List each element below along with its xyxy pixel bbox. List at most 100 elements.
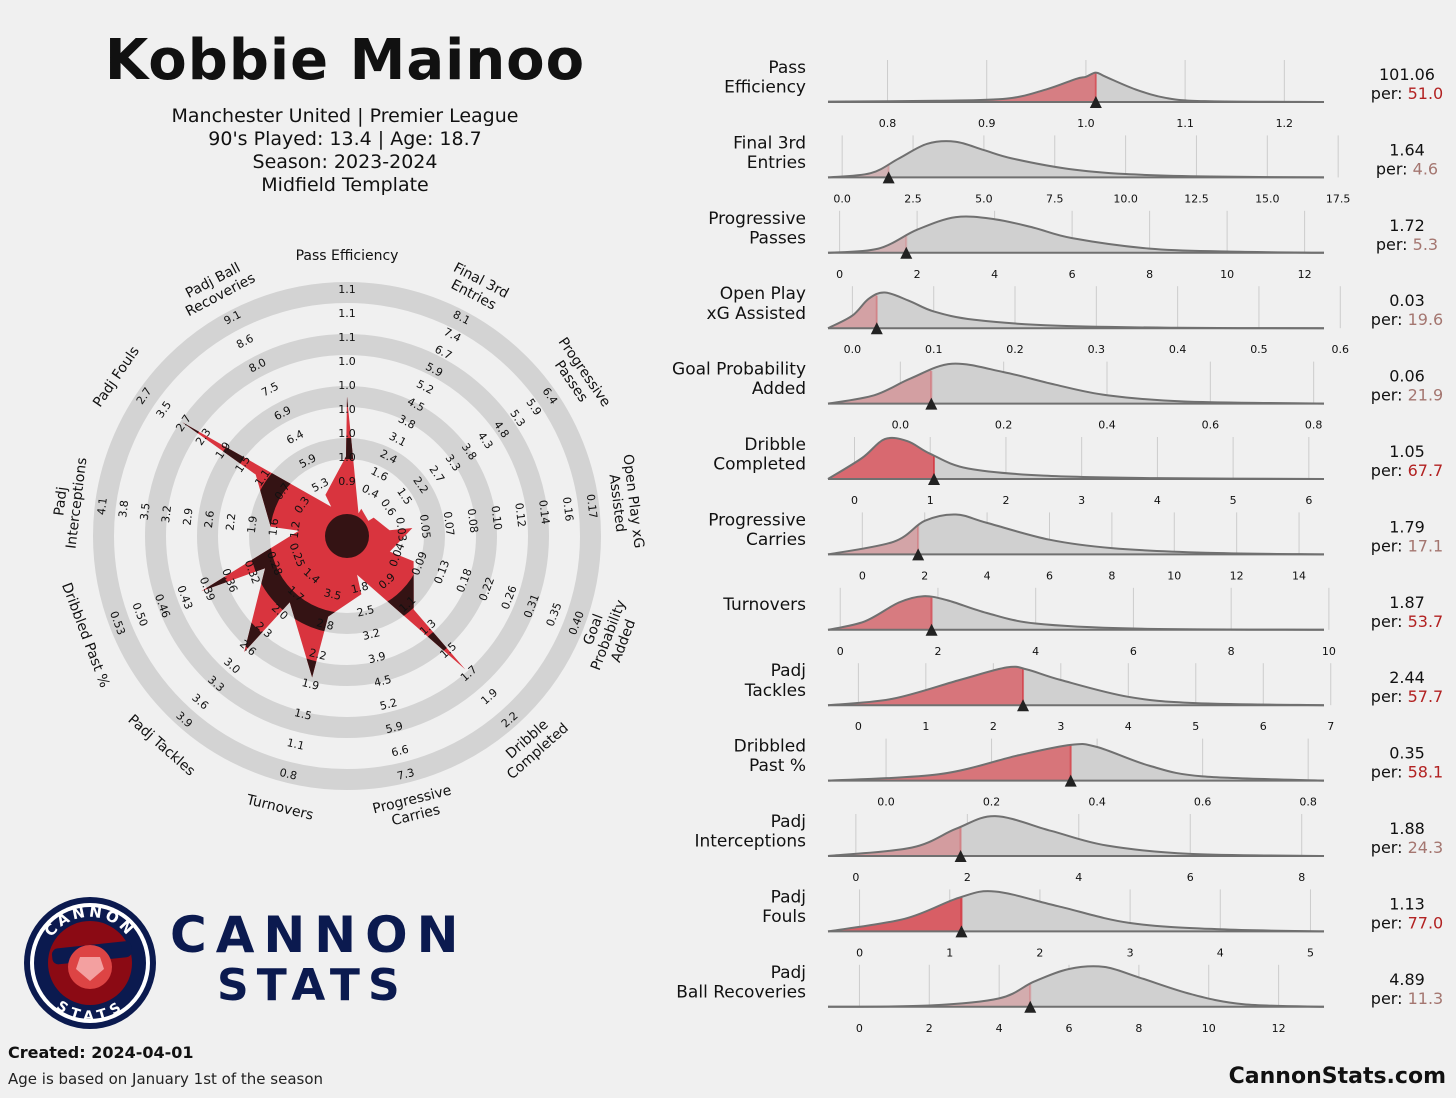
dist-curve [827,743,1325,782]
dist-percentile-line: per: 53.7 [1371,612,1443,631]
dist-curve [827,362,1325,405]
radar-tick-label: 1.1 [338,307,356,320]
dist-tick-label: 12 [1230,569,1244,582]
radar-category-label: Pass Efficiency [296,248,399,264]
dist-row-1: 0.0 2.5 5.0 7.5 10.0 12.5 15.0 17.5 Final 3rd Ent… [733,133,1438,205]
website-link[interactable]: CannonStats.com [1228,1064,1446,1089]
radar-tick-label: 1.2 [288,520,303,539]
dist-tick-label: 0.5 [1250,343,1268,356]
dist-tick-label: 2 [926,1022,933,1035]
dist-metric-label: Open Play xG Assisted [707,284,806,324]
dist-metric-value: 2.44 [1389,668,1425,687]
radar-tick-label: 0.4 [360,482,382,502]
radar-tick-label: 1.1 [286,736,306,753]
radar-tick-label: 0.07 [441,511,457,537]
radar-tick-label: 1.9 [300,676,320,693]
radar-tick-label: 0.10 [488,505,504,531]
radar-tick-label: 1.9 [478,686,500,707]
dist-area-below-player [828,369,932,404]
dist-metric-value: 1.64 [1389,140,1425,159]
dist-area [828,514,1324,555]
dist-percentile-line: per: 11.3 [1371,989,1443,1008]
dist-tick-label: 0.8 [1305,419,1323,432]
dist-percentile-value: 21.9 [1408,386,1444,405]
dist-player-marker [882,171,895,184]
dist-area [828,744,1324,781]
dist-tick-label: 3 [1057,720,1064,733]
dist-metric-value: 0.35 [1389,744,1425,763]
radar-tick-label: 0.03 [393,516,409,542]
dist-percentile-line: per: 19.6 [1371,310,1443,329]
radar-ring-0 [93,282,601,790]
radar-tick-label: 4.1 [95,497,110,516]
dist-percentile-line: per: 67.7 [1371,461,1443,480]
dist-tick-label: 10.0 [1113,192,1138,205]
dist-tick-label: 1.2 [1276,117,1294,130]
dist-percentile-line: per: 21.9 [1371,386,1443,405]
radar-tick-label: 1.0 [338,355,356,368]
dist-area [828,141,1324,178]
dist-tick-label: 4 [984,569,991,582]
dist-percentile-value: 57.7 [1408,687,1444,706]
dist-curve [827,595,1325,631]
dist-player-marker [912,548,925,561]
player-name: Kobbie Mainoo [104,28,586,93]
radar-tick-label: 0.6 [378,497,399,519]
dist-tick-label: 0.2 [995,419,1013,432]
dist-tick-label: 8 [1135,1022,1142,1035]
dist-tick-label: 0.2 [983,796,1001,809]
radar-category-group: Turnovers [244,792,315,824]
dist-area-below-player [828,437,935,479]
dist-player-marker [1017,699,1030,712]
dist-tick-label: 4 [1075,871,1082,884]
played-line: 90's Played: 13.4 | Age: 18.7 [208,128,482,150]
dist-metric-label: Dribble Completed [713,435,806,475]
dist-percentile-value: 77.0 [1408,913,1444,932]
dist-tick-label: 2 [934,645,941,658]
radar-tick-label: 1.1 [338,283,356,296]
radar-tick-label: 2.6 [202,510,217,529]
dist-metric-label: Padj Ball Recoveries [676,963,806,1003]
dist-percentile-line: per: 77.0 [1371,913,1443,932]
dist-metric-label: Dribbled Past % [734,737,806,777]
dist-metric-label: Turnovers [722,595,806,615]
dist-tick-label: 5.0 [975,192,993,205]
dist-tick-label: 6 [1046,569,1053,582]
dist-metric-label: Progressive Passes [708,209,806,249]
dist-tick-label: 1 [922,720,929,733]
dist-metric-value: 1.13 [1389,894,1425,913]
age-note: Age is based on January 1st of the seaso… [8,1070,324,1088]
radar-tick-label: 6.4 [284,427,306,447]
radar-tick-label: 5.2 [378,696,398,713]
cannon-stats-logo: CANNON STATS [24,897,156,1029]
dist-tick-label: 4 [1125,720,1132,733]
dist-metric-label: Padj Tackles [744,661,806,701]
dist-tick-label: 1.1 [1176,117,1194,130]
radar-tick-label: 3.8 [116,499,131,518]
radar-category-label: ProgressiveCarries [371,783,457,833]
dist-tick-label: 7 [1327,720,1334,733]
radar-category-group: Pass Efficiency [296,248,399,264]
dist-tick-label: 0 [856,1022,863,1035]
radar-tick-label: 2.2 [223,512,238,531]
dist-player-marker [955,925,968,938]
dist-area-below-player [828,164,889,178]
dist-metric-label: Final 3rd Entries [733,133,806,173]
dist-tick-label: 17.5 [1326,192,1351,205]
dist-area-below-player [828,744,1071,781]
dist-tick-label: 0.8 [879,117,897,130]
dist-percentile-line: per: 4.6 [1376,159,1438,178]
dist-area [828,966,1324,1007]
radar-category-label: Turnovers [244,792,315,824]
dist-area-below-player [828,293,877,329]
dist-curve [827,965,1325,1008]
radar-tick-label: 8.6 [234,332,256,352]
dist-tick-label: 3 [1127,946,1134,959]
pizza-chart: 0.91.01.01.01.01.01.11.11.10.41.62.43.13… [51,248,646,833]
dist-tick-label: 0.6 [1194,796,1212,809]
dist-tick-label: 5 [1307,946,1314,959]
